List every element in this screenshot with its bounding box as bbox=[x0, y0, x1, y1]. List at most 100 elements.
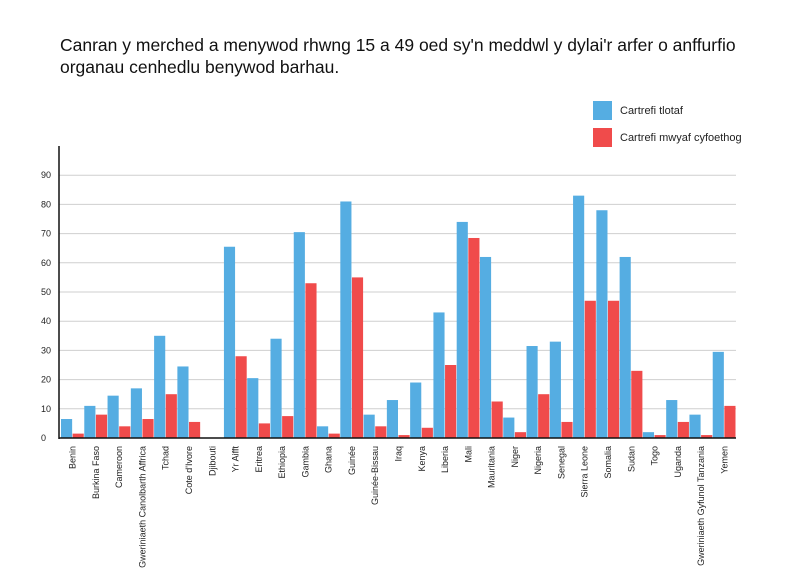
bar bbox=[689, 414, 701, 438]
y-tick-label: 60 bbox=[41, 258, 51, 268]
y-tick-label: 70 bbox=[41, 229, 51, 239]
x-category-label: Iraq bbox=[394, 446, 404, 462]
y-tick-label: 20 bbox=[41, 375, 51, 385]
bar bbox=[61, 419, 73, 438]
bar bbox=[607, 300, 620, 438]
legend-swatch bbox=[593, 101, 612, 120]
bar bbox=[130, 388, 142, 438]
bar bbox=[142, 419, 154, 438]
bar bbox=[456, 221, 468, 438]
bar bbox=[223, 246, 236, 438]
bar bbox=[84, 405, 96, 438]
x-category-label: Burkina Faso bbox=[91, 446, 101, 499]
bar bbox=[270, 338, 282, 438]
bar bbox=[596, 210, 608, 438]
x-category-label: Kenya bbox=[417, 446, 427, 472]
chart-title: Canran y merched a menywod rhwng 15 a 49… bbox=[60, 35, 736, 77]
x-category-label: Mauritania bbox=[487, 446, 497, 488]
bar bbox=[654, 435, 666, 438]
x-category-label: Mali bbox=[463, 446, 473, 463]
x-category-label: Senegal bbox=[556, 446, 566, 479]
x-category-label: Togo bbox=[650, 446, 660, 466]
bar bbox=[363, 414, 375, 438]
bar bbox=[666, 400, 678, 438]
x-category-label: Yemen bbox=[719, 446, 729, 474]
bar bbox=[445, 365, 457, 438]
bar bbox=[72, 433, 84, 438]
bar bbox=[328, 433, 340, 438]
bar bbox=[410, 382, 422, 438]
y-tick-label: 10 bbox=[41, 404, 51, 414]
x-category-labels: Benin Burkina Faso Cameroon Gweriniaeth Can… bbox=[68, 446, 730, 568]
bar bbox=[503, 417, 515, 438]
y-tick-label: 40 bbox=[41, 316, 51, 326]
x-category-label: Sudan bbox=[626, 446, 636, 472]
y-tick-labels: 0 10 20 30 40 50 60 70 80 90 bbox=[41, 170, 51, 443]
y-tick-label: 90 bbox=[41, 170, 51, 180]
bar bbox=[398, 435, 410, 438]
x-category-label: Somalia bbox=[603, 446, 613, 479]
x-category-label: Djibouti bbox=[207, 446, 217, 476]
bar bbox=[619, 256, 631, 438]
bar bbox=[340, 201, 352, 438]
legend-label: Cartrefi tlotaf bbox=[620, 105, 684, 117]
bar bbox=[293, 232, 305, 438]
x-category-label: Nigeria bbox=[533, 446, 543, 475]
legend-label: Cartrefi mwyaf cyfoethog bbox=[620, 132, 742, 144]
bar bbox=[724, 405, 736, 438]
x-category-label: Gweriniaeth Gyfunol Tanzania bbox=[696, 446, 706, 566]
x-category-label: Yr Aifft bbox=[231, 446, 241, 473]
bar bbox=[154, 335, 166, 438]
bar bbox=[258, 423, 270, 438]
bar bbox=[642, 432, 655, 438]
bar bbox=[573, 195, 585, 438]
bar bbox=[177, 366, 189, 438]
y-tick-label: 0 bbox=[41, 433, 46, 443]
bar bbox=[538, 394, 550, 438]
bar bbox=[247, 378, 259, 438]
x-category-label: Gambia bbox=[300, 446, 310, 478]
x-category-label: Cote d'Ivore bbox=[184, 446, 194, 494]
bar bbox=[351, 277, 364, 438]
bar bbox=[235, 356, 247, 438]
bar bbox=[421, 427, 433, 438]
bar bbox=[701, 435, 713, 438]
bar bbox=[317, 426, 329, 438]
x-category-label: Guinée bbox=[347, 446, 357, 475]
bar bbox=[386, 400, 398, 438]
bar bbox=[95, 414, 108, 438]
x-category-label: Liberia bbox=[440, 446, 450, 473]
bar bbox=[549, 341, 561, 438]
x-category-label: Tchad bbox=[161, 446, 171, 470]
bar bbox=[631, 370, 643, 438]
legend: Cartrefi tlotaf Cartrefi mwyaf cyfoethog bbox=[593, 101, 742, 147]
bar bbox=[479, 256, 492, 438]
legend-swatch bbox=[593, 128, 612, 147]
bar bbox=[119, 426, 131, 438]
x-category-label: Sierra Leone bbox=[580, 446, 590, 498]
bar bbox=[165, 394, 177, 438]
x-category-label: Uganda bbox=[673, 446, 683, 478]
bar bbox=[282, 416, 294, 438]
bars bbox=[61, 195, 736, 438]
x-category-label: Eritrea bbox=[254, 446, 264, 473]
bar bbox=[107, 395, 119, 438]
x-category-label: Guinée-Bissau bbox=[370, 446, 380, 505]
bar bbox=[561, 421, 573, 438]
x-category-label: Ethiopia bbox=[277, 446, 287, 479]
bar bbox=[305, 283, 317, 438]
bar bbox=[468, 237, 480, 438]
bar bbox=[491, 401, 503, 438]
y-tick-label: 80 bbox=[41, 199, 51, 209]
x-category-label: Gweriniaeth Canolbarth Affrica bbox=[137, 446, 147, 568]
bar bbox=[375, 426, 387, 438]
x-category-label: Cameroon bbox=[114, 446, 124, 488]
bar bbox=[584, 300, 596, 438]
x-category-label: Niger bbox=[510, 446, 520, 468]
bar bbox=[514, 432, 527, 438]
bar bbox=[677, 421, 689, 438]
x-category-label: Ghana bbox=[324, 446, 334, 473]
bar bbox=[526, 346, 538, 438]
y-tick-label: 50 bbox=[41, 287, 51, 297]
